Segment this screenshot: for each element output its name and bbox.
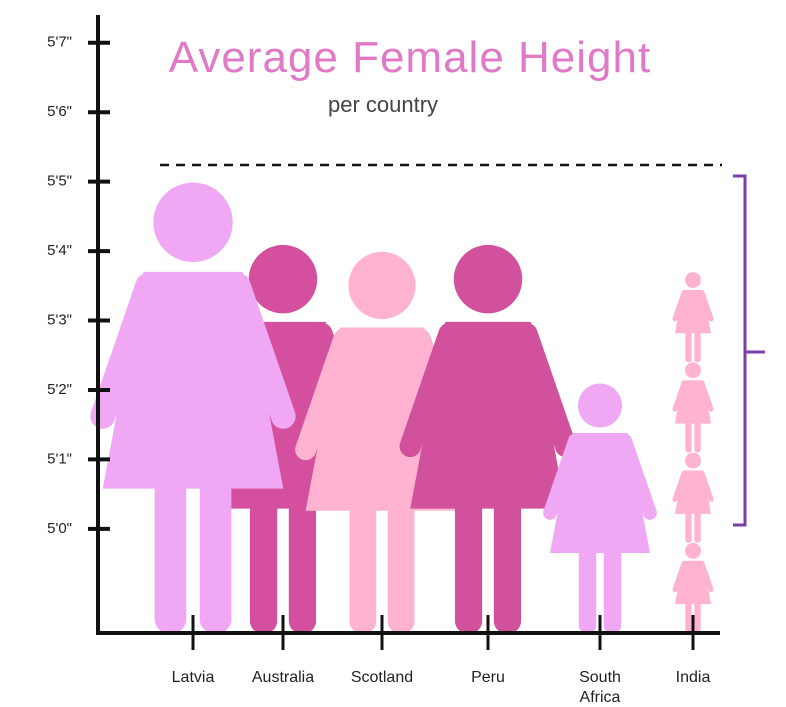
leg xyxy=(288,477,317,633)
arms xyxy=(399,322,577,458)
leg xyxy=(349,480,377,633)
leg xyxy=(387,480,415,633)
leg xyxy=(603,533,622,633)
figure xyxy=(399,244,577,633)
arms xyxy=(90,273,296,429)
x-tick-label: Latvia xyxy=(171,669,215,686)
x-tick-label: Scotland xyxy=(350,669,414,686)
y-tick-label: 5'1" xyxy=(47,450,72,467)
dress xyxy=(674,560,712,605)
arms xyxy=(672,561,714,593)
figure xyxy=(543,383,657,633)
arms xyxy=(672,470,714,502)
dress xyxy=(550,433,650,554)
dress xyxy=(674,470,712,514)
head xyxy=(453,244,523,314)
leg xyxy=(694,326,701,363)
leg xyxy=(694,596,701,633)
leg xyxy=(154,452,187,633)
x-tick-label: Australia xyxy=(251,669,315,686)
head xyxy=(153,182,233,262)
leg xyxy=(685,326,692,363)
dress xyxy=(674,380,712,424)
y-tick-label: 5'6" xyxy=(47,103,72,120)
head xyxy=(685,272,701,288)
leg xyxy=(685,596,692,633)
leg xyxy=(249,477,278,633)
x-tick-label: South Africa xyxy=(579,669,621,706)
y-tick-label: 5'3" xyxy=(47,311,72,328)
leg xyxy=(578,533,597,633)
y-tick-label: 5'5" xyxy=(47,173,72,190)
chart-subtitle: per country xyxy=(328,92,438,117)
y-tick-label: 5'7" xyxy=(47,34,72,51)
dress xyxy=(410,321,566,509)
head xyxy=(348,251,416,320)
leg xyxy=(454,477,483,633)
head xyxy=(578,383,622,428)
arms xyxy=(672,290,714,322)
chart-title: Average Female Height xyxy=(169,33,651,82)
decorative-figure xyxy=(672,362,714,453)
leg xyxy=(685,416,692,453)
head xyxy=(685,452,701,469)
head xyxy=(685,362,701,379)
x-tick-label: Peru xyxy=(471,669,505,686)
arms xyxy=(543,433,657,520)
y-tick-label: 5'2" xyxy=(47,381,72,398)
arms xyxy=(672,380,714,412)
leg xyxy=(694,416,701,453)
figure xyxy=(90,182,296,633)
decorative-figure xyxy=(672,272,714,363)
leg xyxy=(199,452,232,633)
head xyxy=(248,244,318,314)
bracket xyxy=(733,174,765,527)
dress xyxy=(102,271,284,489)
head xyxy=(685,542,701,559)
figure xyxy=(672,542,714,633)
dress xyxy=(674,289,712,334)
leg xyxy=(493,477,522,633)
leg xyxy=(694,506,701,543)
x-tick-label: India xyxy=(675,669,711,686)
y-tick-label: 5'0" xyxy=(47,520,72,537)
y-tick-label: 5'4" xyxy=(47,242,72,259)
leg xyxy=(685,506,692,543)
decorative-figure xyxy=(672,452,714,543)
